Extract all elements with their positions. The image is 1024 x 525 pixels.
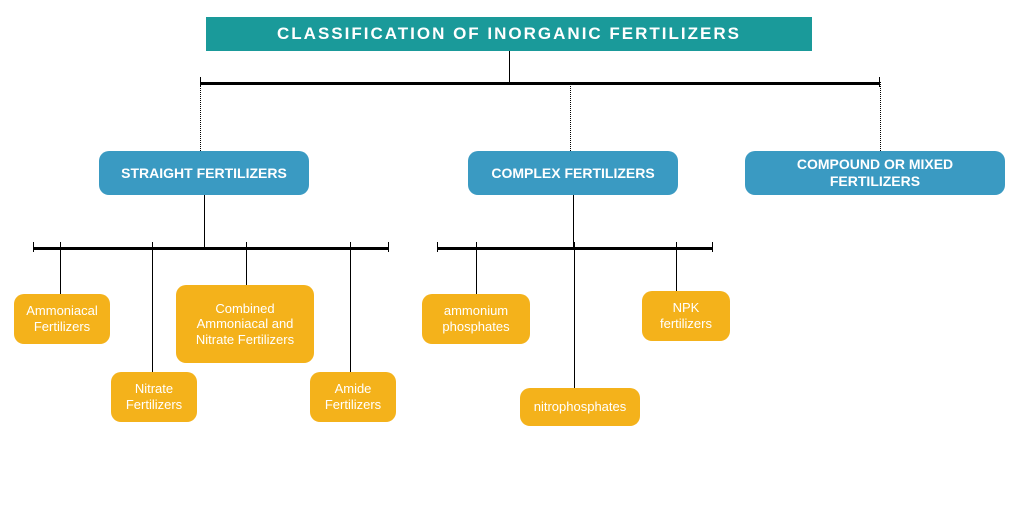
connector-line — [676, 247, 677, 291]
connector-line — [152, 247, 153, 372]
connector-line — [509, 51, 510, 82]
tick — [437, 242, 438, 252]
leaf-nitrophosphates: nitrophosphates — [520, 388, 640, 426]
tick — [712, 242, 713, 252]
connector-dotted — [200, 82, 201, 151]
branch-compound: COMPOUND OR MIXED FERTILIZERS — [745, 151, 1005, 195]
connector-line — [350, 247, 351, 372]
diagram-title: CLASSIFICATION OF INORGANIC FERTILIZERS — [206, 17, 812, 51]
leaf-ammoniacal: Ammoniacal Fertilizers — [14, 294, 110, 344]
connector-hbar — [33, 247, 389, 250]
branch-straight: STRAIGHT FERTILIZERS — [99, 151, 309, 195]
connector-hbar — [200, 82, 880, 85]
tick — [33, 242, 34, 252]
leaf-npk: NPK fertilizers — [642, 291, 730, 341]
connector-line — [60, 247, 61, 294]
tick — [388, 242, 389, 252]
leaf-amide: Amide Fertilizers — [310, 372, 396, 422]
branch-complex: COMPLEX FERTILIZERS — [468, 151, 678, 195]
connector-line — [476, 247, 477, 294]
connector-dotted — [880, 82, 881, 151]
connector-hbar — [437, 247, 713, 250]
leaf-nitrate: Nitrate Fertilizers — [111, 372, 197, 422]
connector-line — [574, 247, 575, 388]
connector-dotted — [570, 82, 571, 151]
leaf-combined: Combined Ammoniacal and Nitrate Fertiliz… — [176, 285, 314, 363]
leaf-ammonium-phosphates: ammonium phosphates — [422, 294, 530, 344]
tick — [204, 239, 205, 247]
connector-line — [246, 247, 247, 285]
